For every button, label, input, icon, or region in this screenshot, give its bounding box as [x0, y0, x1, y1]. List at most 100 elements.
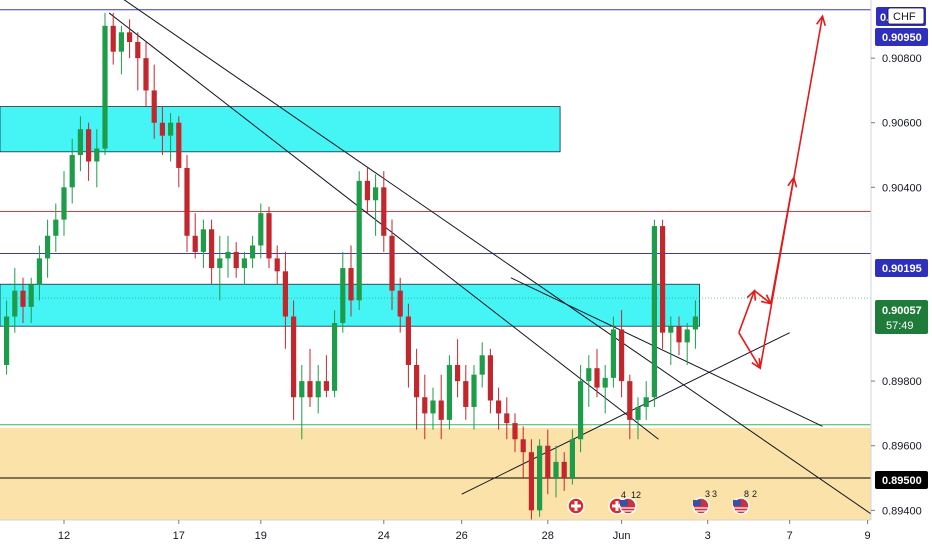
candle-body — [668, 326, 674, 333]
candle-6[interactable] — [45, 219, 51, 278]
candle-33[interactable] — [266, 206, 272, 269]
candle-35[interactable] — [282, 251, 288, 349]
candle-12[interactable] — [94, 129, 100, 188]
candle-71[interactable] — [578, 364, 584, 453]
candle-83[interactable] — [676, 316, 682, 356]
candle-39[interactable] — [315, 364, 321, 414]
candle-61[interactable] — [496, 387, 502, 430]
candle-7[interactable] — [53, 203, 59, 252]
forecast-arrow-2[interactable] — [738, 14, 826, 370]
candle-38[interactable] — [307, 348, 313, 407]
candle-80[interactable] — [651, 219, 657, 407]
candle-60[interactable] — [487, 348, 493, 414]
candle-42[interactable] — [340, 251, 346, 333]
candle-48[interactable] — [389, 219, 395, 311]
candle-75[interactable] — [610, 316, 616, 388]
candle-3[interactable] — [20, 277, 26, 323]
candle-14[interactable] — [110, 12, 116, 65]
candle-11[interactable] — [86, 122, 92, 181]
candle-76[interactable] — [619, 310, 625, 398]
candle-24[interactable] — [192, 213, 198, 259]
candle-17[interactable] — [135, 32, 141, 91]
candle-34[interactable] — [274, 245, 280, 285]
candle-body — [282, 271, 288, 317]
trendline-4[interactable] — [510, 277, 823, 427]
candle-43[interactable] — [348, 245, 354, 317]
candle-body — [20, 290, 26, 307]
candle-72[interactable] — [586, 355, 592, 407]
candle-30[interactable] — [241, 251, 247, 285]
candle-68[interactable] — [553, 445, 559, 498]
candle-66[interactable] — [537, 439, 543, 517]
candle-37[interactable] — [299, 364, 305, 440]
candle-73[interactable] — [594, 348, 600, 398]
candle-18[interactable] — [143, 41, 149, 107]
price-scale[interactable]: 0.90800 0.90600 0.90400 0.89800 0.89600 0.894… — [870, 0, 932, 520]
candle-45[interactable] — [364, 167, 370, 214]
candle-65[interactable] — [528, 439, 534, 527]
candle-22[interactable] — [176, 116, 182, 188]
candle-20[interactable] — [159, 106, 165, 156]
candle-9[interactable] — [69, 138, 75, 204]
candle-13[interactable] — [102, 12, 108, 156]
candle-25[interactable] — [200, 219, 206, 269]
candle-40[interactable] — [323, 355, 329, 398]
candle-81[interactable] — [660, 219, 666, 349]
candle-50[interactable] — [405, 303, 411, 388]
candle-51[interactable] — [414, 348, 420, 430]
candle-63[interactable] — [512, 413, 518, 453]
candle-28[interactable] — [225, 235, 231, 278]
candle-69[interactable] — [561, 452, 567, 491]
candle-19[interactable] — [151, 64, 157, 139]
candle-44[interactable] — [356, 171, 362, 311]
candle-36[interactable] — [291, 300, 297, 420]
candle-41[interactable] — [332, 310, 338, 398]
candle-47[interactable] — [381, 171, 387, 252]
candle-49[interactable] — [397, 277, 403, 333]
us-flag-event-icon[interactable] — [732, 497, 750, 515]
candle-85[interactable] — [692, 300, 698, 349]
candle-29[interactable] — [233, 242, 239, 278]
candle-57[interactable] — [463, 364, 469, 420]
candle-70[interactable] — [569, 429, 575, 485]
candle-56[interactable] — [455, 339, 461, 398]
candle-74[interactable] — [602, 364, 608, 414]
candle-64[interactable] — [520, 426, 526, 479]
candle-55[interactable] — [446, 355, 452, 430]
candle-27[interactable] — [217, 235, 223, 301]
candle-46[interactable] — [373, 174, 379, 236]
candle-62[interactable] — [504, 397, 510, 440]
candle-21[interactable] — [168, 113, 174, 162]
candle-84[interactable] — [684, 322, 690, 365]
trendline-2[interactable] — [3, 0, 881, 521]
candle-53[interactable] — [430, 387, 436, 430]
trendline-3[interactable] — [461, 332, 790, 495]
candle-5[interactable] — [36, 245, 42, 301]
time-scale[interactable]: 12 17 19 24 26 28 Jun 3 7 9 — [0, 519, 932, 550]
candle-67[interactable] — [545, 429, 551, 495]
candle-26[interactable] — [209, 219, 215, 285]
candle-10[interactable] — [77, 116, 83, 172]
candle-54[interactable] — [438, 374, 444, 440]
candle-31[interactable] — [250, 235, 256, 269]
candle-78[interactable] — [635, 397, 641, 440]
us-flag-event-icon[interactable] — [692, 497, 710, 515]
candle-2[interactable] — [12, 268, 18, 333]
forecast-arrow-1[interactable] — [738, 175, 798, 333]
candle-1[interactable] — [4, 300, 10, 375]
candle-32[interactable] — [258, 203, 264, 259]
candle-59[interactable] — [479, 342, 485, 388]
candle-77[interactable] — [627, 374, 633, 440]
swiss-flag-event-icon[interactable] — [567, 497, 585, 515]
candle-16[interactable] — [127, 19, 133, 59]
candle-4[interactable] — [28, 277, 34, 323]
us-flag-event-icon[interactable] — [619, 497, 637, 515]
candle-15[interactable] — [118, 25, 124, 75]
candle-8[interactable] — [61, 171, 67, 236]
candle-52[interactable] — [422, 374, 428, 440]
candle-23[interactable] — [184, 155, 190, 252]
candle-82[interactable] — [668, 316, 674, 365]
candle-58[interactable] — [471, 364, 477, 430]
candle-79[interactable] — [643, 381, 649, 420]
